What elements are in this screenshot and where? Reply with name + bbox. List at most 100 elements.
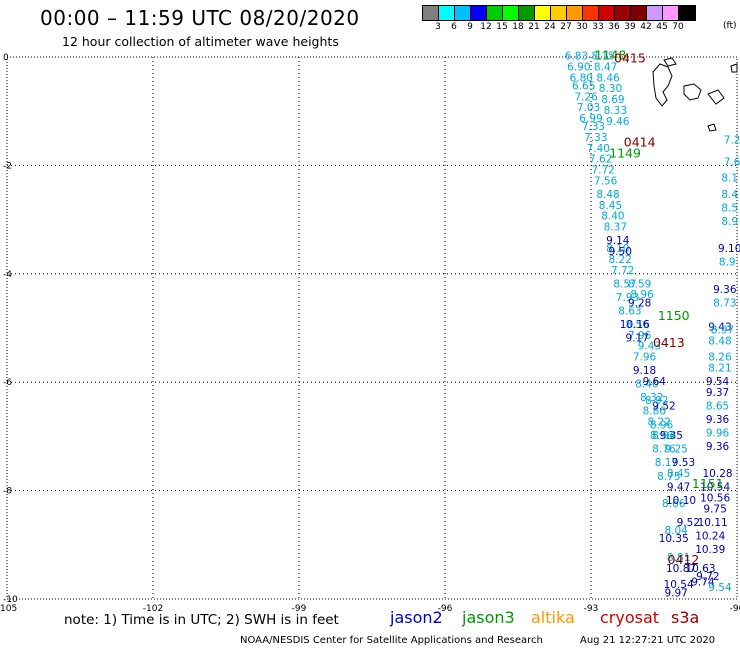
wave-height-value: 6.65 — [572, 81, 595, 93]
sensor-label-jason2: jason2 — [390, 608, 443, 627]
wave-height-value: 10.39 — [695, 544, 725, 556]
wave-height-value: 8.04 — [664, 525, 688, 537]
sensor-label-jason3: jason3 — [462, 608, 515, 627]
island-isabela — [652, 63, 673, 107]
wave-height-value: 9.36 — [713, 284, 737, 296]
wave-height-value: 8.37 — [604, 221, 627, 233]
y-tick-label: -8 — [3, 487, 12, 497]
island-small-1 — [707, 123, 717, 132]
wave-height-value: 8.45 — [667, 468, 690, 480]
footer-timestamp: Aug 21 12:27:21 UTC 2020 — [580, 635, 716, 646]
island-small-2 — [730, 63, 738, 73]
pass-time-label: 0414 — [624, 134, 656, 149]
wave-height-value: 10.35 — [659, 533, 689, 545]
gridlines — [7, 57, 737, 599]
wave-height-value: 9.52 — [652, 400, 675, 412]
wave-height-value: 9.74 — [691, 576, 715, 588]
x-tick-label: -99 — [292, 604, 307, 614]
wave-height-value: 10.54 — [700, 482, 730, 494]
legend-swatch — [615, 6, 631, 20]
wave-height-value: 10.24 — [695, 530, 725, 542]
legend-swatch — [567, 6, 583, 20]
wave-height-value: 8.81 — [667, 552, 690, 564]
wave-height-value: 9.36 — [706, 414, 730, 426]
wave-height-value: 8.5 — [721, 202, 738, 214]
legend-label: 15 — [496, 22, 508, 32]
legend-swatch — [599, 6, 615, 20]
pass-time-label: 0415 — [614, 50, 646, 65]
wave-height-value: 8.96 — [630, 289, 654, 301]
wave-height-value: 9.14 — [606, 235, 630, 247]
legend-label: 70 — [672, 22, 684, 32]
wave-height-value: 9.47 — [667, 482, 690, 494]
wave-height-value: 8.69 — [601, 94, 624, 106]
legend-swatch — [455, 6, 471, 20]
legend-label: 18 — [512, 22, 524, 32]
galapagos-islands-outline — [652, 57, 738, 132]
wave-height-value: 8.9 — [719, 257, 736, 269]
wave-height-value: 6.99 — [579, 113, 602, 125]
sensor-label-altika: altika — [531, 608, 575, 627]
legend-label: 21 — [528, 22, 540, 32]
map-title: 00:00 – 11:59 UTC 08/20/2020 — [40, 6, 360, 30]
y-tick-label: -4 — [3, 270, 12, 280]
legend-swatch — [535, 6, 551, 20]
legend-label: 36 — [608, 22, 620, 32]
wave-height-value: 9.28 — [628, 297, 651, 309]
wave-height-value: 9.75 — [703, 503, 726, 515]
wave-height-value: 8.26 — [708, 352, 732, 364]
legend-swatch — [423, 6, 439, 20]
wave-height-value: 9.97 — [664, 587, 687, 599]
wave-height-value: 8.73 — [713, 297, 736, 309]
wave-height-value: 9.50 — [609, 246, 632, 258]
wave-height-value: 8.96 — [650, 419, 674, 431]
wave-height-value: 9.52 — [677, 517, 700, 529]
pass-time-label: 1150 — [658, 308, 690, 323]
wave-height-value: 7.33 — [584, 132, 607, 144]
wave-height-value: 10.87 — [666, 563, 696, 575]
legend-label: 42 — [640, 22, 652, 32]
wave-height-value: 7.26 — [574, 91, 598, 103]
island-north — [663, 57, 677, 67]
wave-height-value: 8.21 — [708, 362, 731, 374]
pass-time-label: 0413 — [653, 335, 685, 350]
wave-height-value: 7.40 — [587, 143, 610, 155]
wave-height-value: 8.97 — [711, 324, 734, 336]
y-tick-label: 0 — [3, 53, 9, 63]
wave-height-value: 9.18 — [633, 365, 656, 377]
wave-height-value: 7.93 — [616, 292, 639, 304]
wave-height-value: 7.62 — [589, 154, 612, 166]
pass-time-label: 1151 — [692, 476, 724, 491]
axis-tick-labels: -105 -102 -99 -96 -93 -90 0 -2 -4 -6 -8 -10 — [0, 53, 740, 614]
wave-height-value: 9.96 — [706, 427, 730, 439]
legend-swatch — [487, 6, 503, 20]
wave-height-value: 9.54 — [706, 376, 730, 388]
wave-height-value: 7.56 — [594, 175, 618, 187]
wave-height-value: 9.43 — [638, 341, 661, 353]
wave-height-value: 6.83 — [565, 51, 588, 63]
x-tick-label: -102 — [143, 604, 163, 614]
wave-height-value: 7.2 — [724, 135, 740, 147]
legend-swatch — [503, 6, 519, 20]
legend-label: 27 — [560, 22, 572, 32]
wave-height-value: 8.46 — [596, 72, 620, 84]
legend-swatches — [422, 5, 696, 21]
legend-label: 9 — [467, 22, 473, 32]
wave-height-value: 8.40 — [601, 211, 624, 223]
pass-time-label: 0412 — [668, 552, 700, 567]
legend-label: 6 — [451, 22, 457, 32]
wave-height-value: 9.37 — [706, 387, 729, 399]
legend-swatch — [663, 6, 679, 20]
legend-label: 12 — [480, 22, 492, 32]
wave-height-value: 9.35 — [660, 430, 683, 442]
wave-height-value: 8.59 — [628, 278, 651, 290]
wave-height-value: 8.15 — [591, 51, 614, 63]
sensor-label-s3a: s3a — [671, 608, 700, 627]
wave-height-value: 8.30 — [599, 83, 622, 95]
y-tick-label: -6 — [3, 378, 12, 388]
wave-height-value: 8.47 — [594, 62, 617, 74]
wave-height-value: 10.16 — [620, 319, 650, 331]
wave-height-value: 8.57 — [613, 278, 636, 290]
legend-swatch — [471, 6, 487, 20]
legend-swatch — [679, 6, 695, 20]
